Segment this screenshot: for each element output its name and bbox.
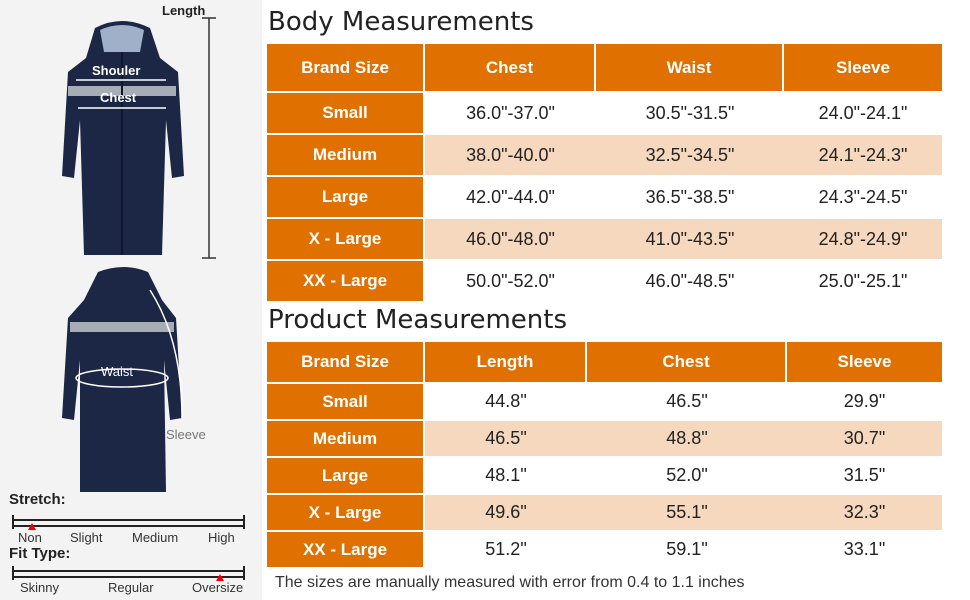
size-cell: Small xyxy=(267,384,425,421)
chest-cell: 46.0"-48.0" xyxy=(425,219,596,261)
fit-type-level: Oversize xyxy=(192,580,244,595)
sleeve-cell: 31.5" xyxy=(787,458,942,495)
table-row: X - Large 46.0"-48.0" 41.0"-43.5" 24.8"-… xyxy=(267,219,942,261)
length-cell: 49.6" xyxy=(425,495,587,532)
waist-cell: 41.0"-43.5" xyxy=(596,219,784,261)
chest-cell: 55.1" xyxy=(587,495,787,532)
size-cell: XX - Large xyxy=(267,532,425,569)
table-header-row: Brand Size Length Chest Sleeve xyxy=(267,342,942,384)
fit-type-title: Fit Type: xyxy=(9,545,71,562)
stretch-level: Medium xyxy=(132,530,179,545)
product-measurements-title: Product Measurements xyxy=(268,305,568,335)
chest-cell: 46.5" xyxy=(587,384,787,421)
size-cell: Medium xyxy=(267,421,425,458)
size-cell: Small xyxy=(267,93,425,135)
stretch-scale xyxy=(12,513,245,533)
column-header: Sleeve xyxy=(787,342,942,384)
sleeve-cell: 29.9" xyxy=(787,384,942,421)
body-measurements-title: Body Measurements xyxy=(268,7,534,37)
chest-cell: 52.0" xyxy=(587,458,787,495)
raincoat-illustration xyxy=(62,17,216,492)
length-cell: 44.8" xyxy=(425,384,587,421)
fit-type-scale xyxy=(12,564,245,584)
column-header: Sleeve xyxy=(784,44,942,93)
waist-cell: 36.5"-38.5" xyxy=(596,177,784,219)
fit-type-level: Regular xyxy=(108,580,154,595)
column-header: Brand Size xyxy=(267,342,425,384)
table-row: Medium 46.5" 48.8" 30.7" xyxy=(267,421,942,458)
sleeve-cell: 25.0"-25.1" xyxy=(784,261,942,303)
chest-cell: 50.0"-52.0" xyxy=(425,261,596,303)
sleeve-label: Sleeve xyxy=(166,427,206,442)
sleeve-cell: 33.1" xyxy=(787,532,942,569)
size-cell: X - Large xyxy=(267,219,425,261)
illustration-panel: Length Shouler Chest Waist Sleeve Stretc… xyxy=(0,0,262,600)
length-cell: 48.1" xyxy=(425,458,587,495)
chest-label: Chest xyxy=(100,90,137,105)
sleeve-cell: 30.7" xyxy=(787,421,942,458)
column-header: Waist xyxy=(596,44,784,93)
table-row: Small 44.8" 46.5" 29.9" xyxy=(267,384,942,421)
table-row: Medium 38.0"-40.0" 32.5"-34.5" 24.1"-24.… xyxy=(267,135,942,177)
measurement-footnote: The sizes are manually measured with err… xyxy=(275,574,745,591)
stretch-level: Non xyxy=(18,530,42,545)
stretch-title: Stretch: xyxy=(9,491,66,508)
chest-cell: 42.0"-44.0" xyxy=(425,177,596,219)
chest-cell: 59.1" xyxy=(587,532,787,569)
length-label: Length xyxy=(162,3,206,18)
chest-cell: 36.0"-37.0" xyxy=(425,93,596,135)
table-header-row: Brand Size Chest Waist Sleeve xyxy=(267,44,942,93)
size-cell: Medium xyxy=(267,135,425,177)
fit-type-selected-marker xyxy=(216,574,224,581)
stretch-selected-marker xyxy=(28,523,36,530)
fit-type-level: Skinny xyxy=(20,580,60,595)
table-row: XX - Large 51.2" 59.1" 33.1" xyxy=(267,532,942,569)
column-header: Length xyxy=(425,342,587,384)
raincoat-front-image xyxy=(62,21,184,255)
size-cell: Large xyxy=(267,177,425,219)
table-row: XX - Large 50.0"-52.0" 46.0"-48.5" 25.0"… xyxy=(267,261,942,303)
stretch-level: Slight xyxy=(70,530,103,545)
waist-cell: 46.0"-48.5" xyxy=(596,261,784,303)
body-measurements-table: Brand Size Chest Waist Sleeve Small 36.0… xyxy=(267,44,942,303)
stretch-level: High xyxy=(208,530,235,545)
column-header: Chest xyxy=(425,44,596,93)
waist-cell: 30.5"-31.5" xyxy=(596,93,784,135)
chest-cell: 38.0"-40.0" xyxy=(425,135,596,177)
size-cell: XX - Large xyxy=(267,261,425,303)
sleeve-cell: 24.8"-24.9" xyxy=(784,219,942,261)
size-cell: Large xyxy=(267,458,425,495)
table-row: Large 42.0"-44.0" 36.5"-38.5" 24.3"-24.5… xyxy=(267,177,942,219)
column-header: Chest xyxy=(587,342,787,384)
shoulder-label: Shouler xyxy=(92,63,141,78)
sleeve-cell: 24.3"-24.5" xyxy=(784,177,942,219)
length-cell: 46.5" xyxy=(425,421,587,458)
table-row: Large 48.1" 52.0" 31.5" xyxy=(267,458,942,495)
chest-cell: 48.8" xyxy=(587,421,787,458)
size-cell: X - Large xyxy=(267,495,425,532)
length-cell: 51.2" xyxy=(425,532,587,569)
waist-cell: 32.5"-34.5" xyxy=(596,135,784,177)
waist-label: Waist xyxy=(101,364,134,379)
product-measurements-table: Brand Size Length Chest Sleeve Small 44.… xyxy=(267,342,942,569)
table-row: Small 36.0"-37.0" 30.5"-31.5" 24.0"-24.1… xyxy=(267,93,942,135)
sleeve-cell: 24.1"-24.3" xyxy=(784,135,942,177)
column-header: Brand Size xyxy=(267,44,425,93)
table-row: X - Large 49.6" 55.1" 32.3" xyxy=(267,495,942,532)
raincoat-back-image xyxy=(62,267,182,492)
sleeve-cell: 24.0"-24.1" xyxy=(784,93,942,135)
sleeve-cell: 32.3" xyxy=(787,495,942,532)
